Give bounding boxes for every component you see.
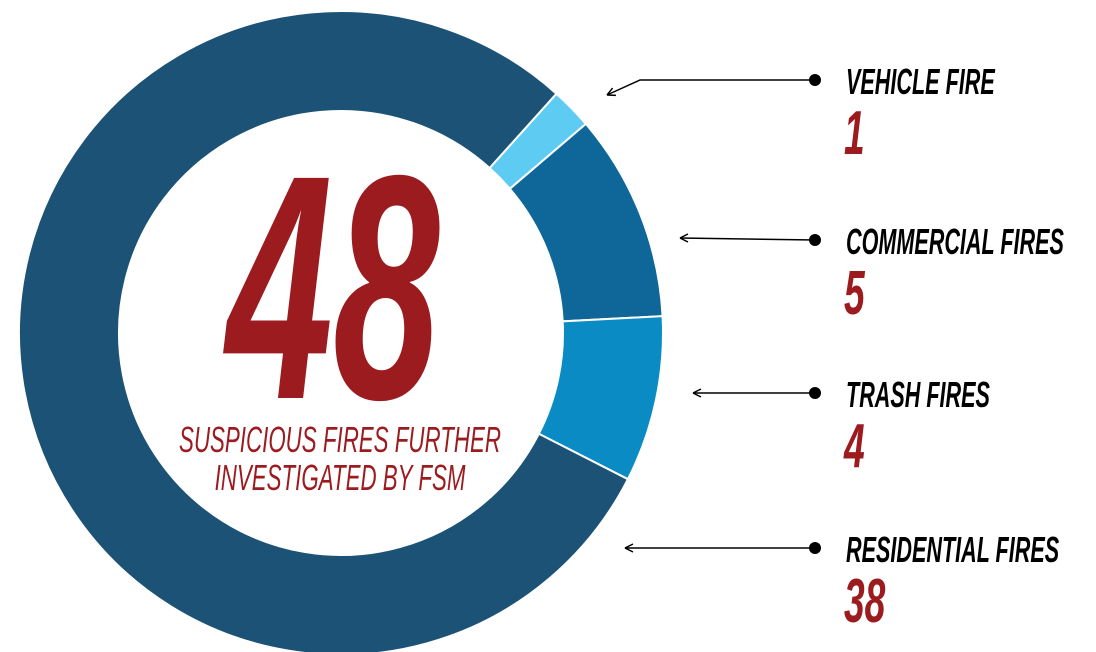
subtitle-group: SUSPICIOUS FIRES FURTHER <box>179 421 501 461</box>
category-label-group: TRASH FIRES <box>846 375 990 415</box>
category-label-group: VEHICLE FIRE <box>846 62 996 102</box>
arrow-head <box>692 388 702 398</box>
leader-line <box>679 237 816 241</box>
category-label-group: RESIDENTIAL FIRES <box>846 530 1059 570</box>
value-label-group: 1 <box>844 98 865 167</box>
arrow-head <box>606 87 616 97</box>
donut-segment <box>18 10 630 652</box>
value-label: 38 <box>844 566 886 635</box>
total-group: 48 <box>220 108 441 466</box>
arrow-head <box>679 233 689 243</box>
value-label-group: 4 <box>843 411 864 480</box>
category-label: TRASH FIRES <box>846 375 990 415</box>
leader-dot <box>809 234 821 246</box>
category-label-group: COMMERCIAL FIRES <box>846 222 1064 262</box>
category-label: VEHICLE FIRE <box>846 62 996 102</box>
category-label: RESIDENTIAL FIRES <box>846 530 1059 570</box>
leader-dot <box>809 542 821 554</box>
leader-dot <box>809 74 821 86</box>
value-label: 1 <box>844 98 865 167</box>
value-label-group: 38 <box>844 566 886 635</box>
subtitle: SUSPICIOUS FIRES FURTHER <box>179 421 501 461</box>
total: 48 <box>220 108 441 466</box>
subtitle: INVESTIGATED BY FSM <box>215 459 466 499</box>
value-label: 5 <box>844 258 866 327</box>
subtitle-group: INVESTIGATED BY FSM <box>215 459 466 499</box>
value-label: 4 <box>843 411 864 480</box>
value-label-group: 5 <box>844 258 866 327</box>
leader-line <box>606 79 815 96</box>
leader-dot <box>809 387 821 399</box>
arrow-head <box>624 543 634 553</box>
category-label: COMMERCIAL FIRES <box>846 222 1064 262</box>
